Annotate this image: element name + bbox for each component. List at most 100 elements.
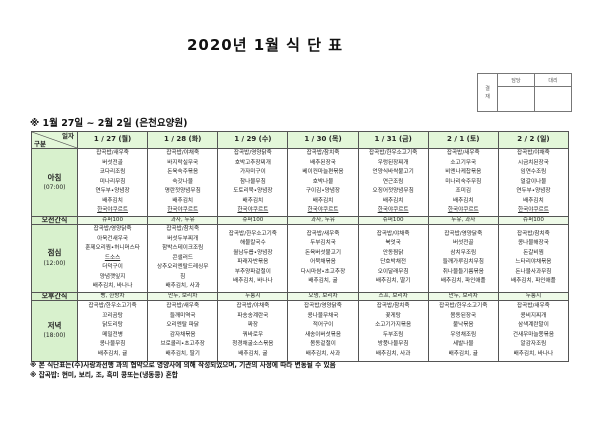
menu-item: 숙갓나물 — [172, 178, 193, 185]
menu-item: 미나리숙주무침 — [445, 178, 482, 185]
menu-cell: 잡곡밥/새우죽 소고기무국 비엔나케찹볶음 미나리숙주무침 조미김 배추김치 한국야쿠르트 — [427, 148, 499, 217]
menu-item: 콘샐러드 — [172, 254, 193, 261]
menu-item: 참나물무침 — [239, 178, 266, 185]
menu-item: 배추된장국 — [310, 159, 336, 166]
day-header-2: 1 / 29 (수) — [217, 131, 289, 149]
menu-cell: 잡곡밥/한우소고기죽 우렁된장찌개 언양식바싹불고기 연근조림 오징어젓양념무침 배추김치… — [357, 148, 429, 217]
menu-item: 들깨미역국 — [169, 312, 196, 319]
menu-cell: 잡곡밥/새우죽 콩비지찌개 삼색계란말이 건새우마늘쫑볶음 알감자조림 배추김치, 바나나 — [497, 299, 570, 362]
menu-item: 배추김치, 바나나 — [92, 283, 133, 289]
menu-cell: 잡곡밥/영양닭죽 콩나물무채국 적어구이 새송이버섯볶음 봄동겉절이 배추김치, 사과 — [287, 299, 359, 362]
menu-cell: 잡곡밥/참치죽 배추된장국 베이컨마늘편볶음 호박나물 구이김•양념장 배추김치 한국야쿠르… — [287, 148, 359, 217]
menu-item: 배추김치, 딸기 — [375, 278, 411, 285]
menu-item: 방풍나물무침 — [377, 341, 409, 347]
menu-cell: 잡곡밥/참치죽 버섯두부찌개 함박스테이크조림 콘샐러드 상추오리엔탈드레싱무 침 배추김치… — [147, 224, 219, 293]
menu-item: 돈나물사과무침 — [515, 268, 552, 275]
menu-item: 소고기무국 — [450, 159, 477, 166]
menu-item: 느타리야채볶음 — [515, 259, 552, 266]
snack-cell: 슈퍼100 — [497, 216, 570, 225]
snack-cell: 스프, 보리차 — [357, 291, 429, 301]
menu-item: 꽃게탕 — [385, 312, 401, 319]
menu-item: 명란젓양념무침 — [164, 188, 201, 195]
menu-item: 파송송계란국 — [237, 312, 269, 319]
menu-item: 브로콜리•초고추장 — [160, 341, 205, 347]
snack-cell: 누룽지 — [497, 291, 570, 301]
menu-item: 한국야쿠르트 — [97, 207, 129, 214]
approval-label-2: 재 — [485, 93, 490, 100]
menu-item: 적어구이 — [312, 322, 334, 328]
menu-item: 청경채굴소스볶음 — [232, 341, 274, 347]
menu-item: 침 — [180, 273, 186, 280]
snack-cell: 슈퍼100 — [357, 216, 429, 225]
menu-item: 잡곡밥/참치죽 — [376, 303, 410, 309]
menu-item: 배추김치 — [102, 197, 123, 204]
menu-item: 배추김치, 귤 — [448, 350, 478, 357]
menu-item: 오징어젓양념무침 — [372, 188, 414, 195]
menu-item: 닭도리탕 — [102, 322, 123, 328]
menu-cell: 잡곡밥/야채죽 북엇국 안동찜닭 단호박채전 오이달래무침 배추김치, 딸기 — [357, 224, 429, 293]
menu-cell: 잡곡밥/새우죽 두부김치국 돈육버섯불고기 어묵채볶음 다시마쌈•초고추장 배추김치, 귤 — [287, 224, 359, 293]
menu-item: 콩나물해장국 — [517, 240, 549, 247]
page-title: 2020년 1월 식 단 표 — [186, 36, 344, 54]
footnote-2: ※ 잡곡밥: 현미, 보리, 조, 흑미 콩또는(냉동콩) 혼합 — [30, 371, 178, 379]
menu-item: 돈육버섯불고기 — [304, 249, 341, 256]
meal-time: (07:00) — [43, 184, 66, 191]
menu-item: 세발나물 — [452, 341, 474, 347]
menu-item: 상추오리엔탈드레싱무 — [156, 264, 209, 270]
menu-item: 함박스테이크조림 — [162, 245, 204, 251]
menu-cell: 잡곡밥/야채죽 바지락실무국 돈육숙주볶음 숙갓나물 명란젓양념무침 배추김치 한국야쿠르트 — [147, 148, 219, 217]
menu-item: 배추김치, 사과 — [375, 350, 411, 357]
menu-item: 배추김치, 귤 — [97, 350, 128, 357]
menu-cell: 잡곡밥/새우죽 들깨미역국 오리엔탈 파닭 감자채볶음 브로콜리•초고추장 배추김치, 딸… — [147, 299, 219, 362]
menu-cell: 잡곡밥/참치죽 꽃게탕 소고기가지볶음 두부조림 방풍나물무침 배추김치, 사과 — [357, 299, 429, 362]
menu-item: 한국야쿠르트 — [377, 207, 409, 214]
day-header-5: 2 / 1 (토) — [427, 131, 499, 149]
meal-label: 오후간식 — [31, 291, 78, 301]
menu-item: 잡곡밥/참치죽 — [166, 226, 200, 232]
day-header-4: 1 / 31 (금) — [357, 131, 429, 149]
menu-cell: 잡곡밥/한우소고기죽 해물칼국수 월남두릅•양념장 파래자반볶음 부추양파겉절이 배추김치… — [217, 224, 289, 293]
meal-row-meal: 저녁 (18:00) 잡곡밥/한우소고기죽 꼬리곰탕 닭도리탕 메밀전병 콩나물무침 배추김치… — [31, 299, 570, 362]
menu-item: 우엉채조림 — [450, 331, 477, 338]
menu-item: 메밀전병 — [102, 331, 123, 338]
corner-category-label: 구분 — [34, 140, 46, 148]
menu-item: 북엇국 — [385, 240, 401, 247]
meal-label: 점심 (12:00) — [31, 224, 78, 293]
meal-name: 아침 — [47, 172, 62, 182]
snack-cell: 과자, 두유 — [287, 216, 359, 225]
menu-item: 삼색계란말이 — [517, 322, 549, 328]
menu-item: 잡곡밥/새우죽 — [446, 150, 480, 157]
menu-item: 배추김치 — [172, 197, 193, 204]
meal-row-snack: 오전간식 슈퍼100 과자, 두유 슈퍼100 과자, 두유 슈퍼100 두유, 과자 슈퍼1… — [31, 216, 570, 225]
menu-item: 배추김치, 파인애플 — [511, 278, 556, 285]
menu-item: 취나물들기름볶음 — [442, 268, 484, 275]
snack-cell: 만두, 보리차 — [147, 291, 219, 301]
meal-row-meal: 점심 (12:00) 잡곡밥/영양닭죽 아욱건새우국 훈제오리찜•허니머스타 드소스 더덕구… — [31, 224, 570, 293]
approval-sign-deputy[interactable] — [534, 86, 572, 112]
menu-cell: 잡곡밥/야채죽 파송송계란국 짜장 꿔바로우 청경채굴소스볶음 배추김치, 귤 — [217, 299, 289, 362]
menu-item: 미나리무침 — [99, 178, 126, 185]
menu-item: 배추김치, 바나나 — [513, 350, 554, 357]
day-header-1: 1 / 28 (화) — [147, 131, 219, 149]
meal-time: (12:00) — [43, 259, 66, 267]
menu-item: 돈육숙주볶음 — [167, 169, 199, 176]
menu-item: 건새우마늘쫑볶음 — [512, 331, 554, 338]
menu-item: 부추양파겉절이 — [234, 268, 271, 275]
approval-sign-manager[interactable] — [497, 86, 535, 112]
snack-cell: 슈퍼100 — [76, 216, 149, 225]
menu-item: 오이달래무침 — [377, 268, 409, 275]
menu-item: 버섯두부찌개 — [167, 235, 199, 242]
meal-name: 점심 — [47, 248, 62, 258]
menu-table: 일자 구분 1 / 27 (월) 1 / 28 (화) 1 / 29 (수) 1 / … — [31, 131, 570, 362]
menu-item: 잡곡밥/새우죽 — [517, 303, 550, 309]
meal-row-meal: 아침 (07:00) 잡곡밥/새우죽 버섯전골 코다리조림 미나리무침 연두부•양념장 배추김… — [31, 148, 570, 217]
menu-item: 연두부•양념장 — [95, 188, 130, 195]
footnotes: ※ 본 식단표는(주)사랑과선행 과의 협약으로 영양사에 의해 작성되었으며,… — [30, 360, 336, 380]
menu-item: 잡곡밥/새우죽 — [96, 150, 129, 157]
menu-cell: 잡곡밥/새우죽 버섯전골 코다리조림 미나리무침 연두부•양념장 배추김치 한국야쿠르트 — [76, 148, 149, 217]
approval-col-deputy: 대리 — [534, 73, 572, 87]
menu-item: 콩나물무침 — [99, 341, 126, 347]
menu-item: 코다리조림 — [99, 169, 126, 176]
diagonal-line — [32, 132, 77, 148]
menu-item: 연두부•양념장 — [516, 188, 551, 195]
